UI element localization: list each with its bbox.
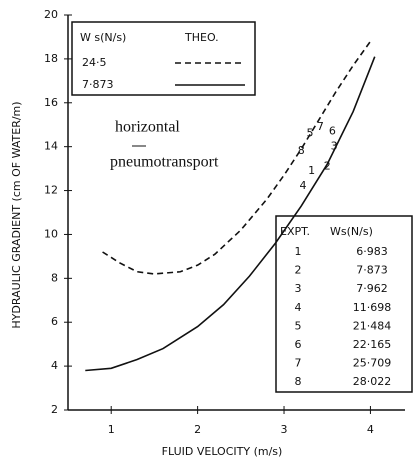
table-expt: 7 (295, 357, 302, 370)
table-ws: 7·962 (356, 282, 388, 295)
expt-point: 2 (324, 159, 331, 172)
legend-label: 7·873 (82, 78, 114, 91)
table-expt: 5 (295, 319, 302, 332)
table-expt: 4 (295, 301, 302, 314)
table-expt: 3 (295, 282, 302, 295)
table-header: Ws(N/s) (330, 225, 373, 238)
y-tick-label: 18 (44, 52, 58, 65)
expt-point: 4 (300, 179, 307, 192)
y-tick-label: 4 (51, 359, 58, 372)
expt-point: 5 (306, 127, 313, 140)
x-tick-label: 1 (108, 423, 115, 436)
legend-box (71, 21, 256, 96)
annotation: pneumotransport (110, 154, 219, 171)
expt-table-box (275, 215, 413, 393)
table-expt: 2 (295, 264, 302, 277)
table-ws: 21·484 (353, 319, 392, 332)
line-series (102, 40, 372, 275)
y-tick-label: 2 (51, 403, 58, 416)
expt-point: 1 (308, 164, 315, 177)
y-tick-label: 16 (44, 96, 58, 109)
table-ws: 6·983 (356, 245, 388, 258)
legend-header: THEO. (184, 31, 219, 44)
x-tick-label: 4 (367, 423, 374, 436)
y-tick-label: 12 (44, 184, 58, 197)
table-expt: 6 (295, 338, 302, 351)
y-axis-label: HYDRAULIC GRADIENT (cm OF WATER/m) (10, 101, 23, 328)
table-ws: 25·709 (353, 357, 392, 370)
table-ws: 11·698 (353, 301, 392, 314)
x-tick-label: 2 (194, 423, 201, 436)
table-expt: 1 (295, 245, 302, 258)
table-ws: 7·873 (356, 264, 388, 277)
x-tick-label: 3 (281, 423, 288, 436)
y-tick-label: 20 (44, 8, 58, 21)
legend-label: 24·5 (82, 56, 107, 69)
y-tick-label: 8 (51, 271, 58, 284)
legend-title: W s(N/s) (80, 31, 126, 44)
expt-point: 3 (331, 140, 338, 153)
table-expt: 8 (295, 375, 302, 388)
x-axis-label: FLUID VELOCITY (m/s) (162, 445, 283, 458)
expt-point: 6 (329, 124, 336, 137)
line-series (85, 56, 376, 372)
y-tick-label: 6 (51, 315, 58, 328)
table-ws: 22·165 (353, 338, 392, 351)
annotation: horizontal (115, 119, 180, 136)
expt-point: 8 (298, 144, 305, 157)
y-tick-label: 10 (44, 227, 58, 240)
table-ws: 28·022 (353, 375, 392, 388)
expt-point: 7 (317, 120, 324, 133)
table-header: EXPT. (280, 225, 310, 238)
y-tick-label: 14 (44, 140, 58, 153)
